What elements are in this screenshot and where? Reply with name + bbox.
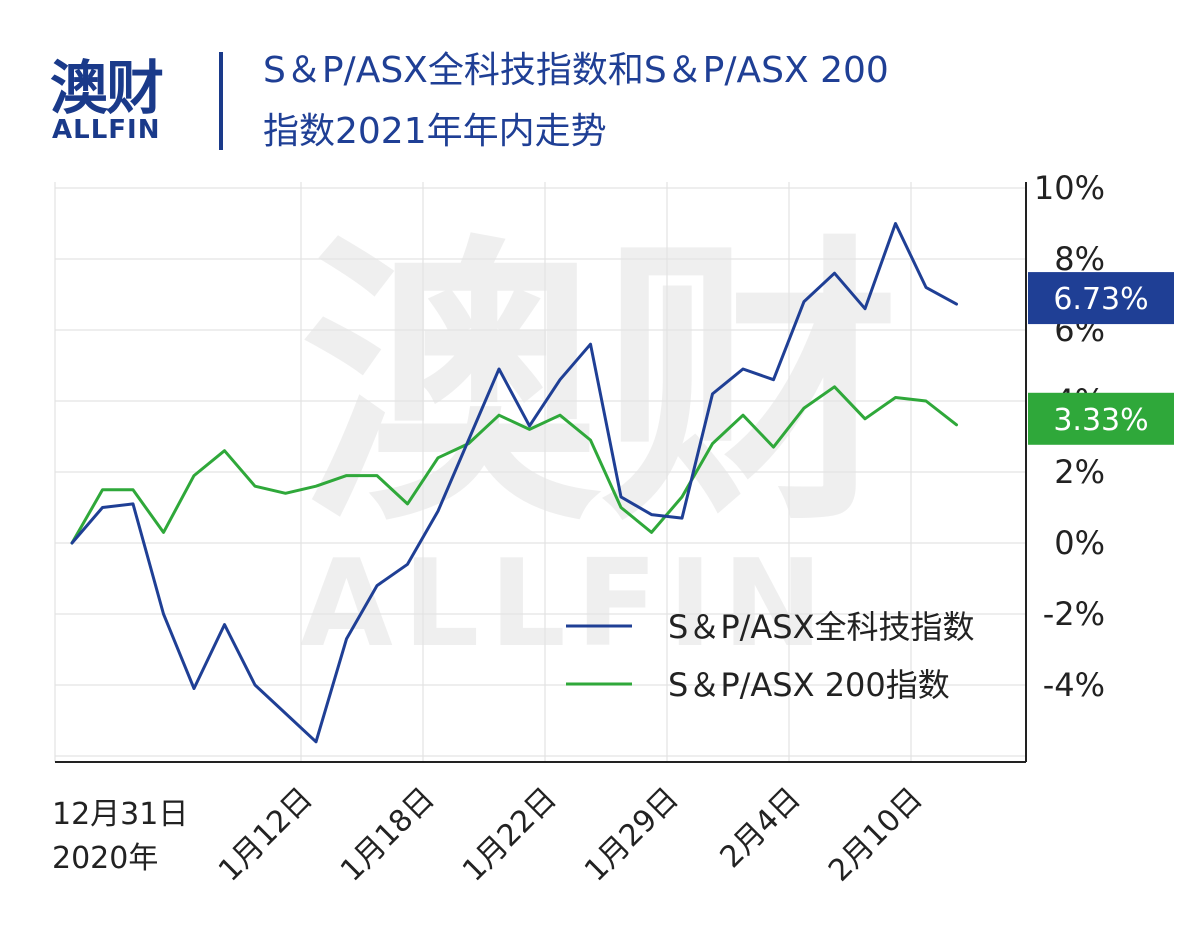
brand-logo: 澳财 ALLFIN	[50, 54, 165, 145]
end-badge-label: 3.33%	[1053, 403, 1148, 438]
x-tick-label: 1月22日	[456, 781, 564, 889]
chart-title-line1: S＆P/ASX全科技指数和S＆P/ASX 200	[263, 50, 889, 91]
series-lines	[70, 222, 958, 744]
x-tick-label: 12月31日	[52, 797, 188, 832]
watermark-en: ALLFIN	[300, 535, 833, 674]
y-tick-label: 0%	[1054, 524, 1105, 562]
y-tick-label: 8%	[1054, 240, 1105, 278]
x-axis-ticks: 12月31日 2020年 1月12日 1月18日 1月22日 1月29日 2月4日 2月10日	[52, 781, 930, 889]
chart-title-line2: 指数2021年年内走势	[263, 111, 607, 152]
x-tick-label: 2月10日	[822, 781, 930, 889]
brand-name-cn: 澳财	[50, 54, 163, 122]
y-tick-label: -2%	[1043, 595, 1105, 633]
x-tick-label: 1月29日	[578, 781, 686, 889]
x-tick-label: 2月4日	[713, 781, 807, 875]
end-badge-asx200: 3.33%	[1028, 392, 1174, 445]
y-tick-label: 2%	[1054, 453, 1105, 491]
series-line-tech	[70, 222, 958, 744]
legend-label-asx200: S＆P/ASX 200指数	[668, 666, 950, 704]
y-tick-label: -4%	[1043, 666, 1105, 704]
legend-label-tech: S＆P/ASX全科技指数	[668, 608, 975, 646]
end-badge-label: 6.73%	[1053, 282, 1148, 317]
x-tick-label: 1月18日	[334, 781, 442, 889]
gridlines	[54, 182, 1026, 762]
x-tick-label-year: 2020年	[52, 841, 158, 876]
y-tick-label: 10%	[1034, 169, 1105, 207]
x-tick-label: 1月12日	[212, 781, 320, 889]
end-value-badges: 6.73% 3.33%	[1028, 272, 1174, 445]
end-badge-tech: 6.73%	[1028, 272, 1174, 325]
brand-name-en: ALLFIN	[52, 115, 160, 145]
legend: S＆P/ASX全科技指数 S＆P/ASX 200指数	[566, 608, 975, 704]
end-badge-bg	[1028, 392, 1174, 445]
end-badge-bg	[1028, 272, 1174, 325]
header-divider	[219, 52, 223, 150]
series-line-asx200	[70, 385, 958, 545]
